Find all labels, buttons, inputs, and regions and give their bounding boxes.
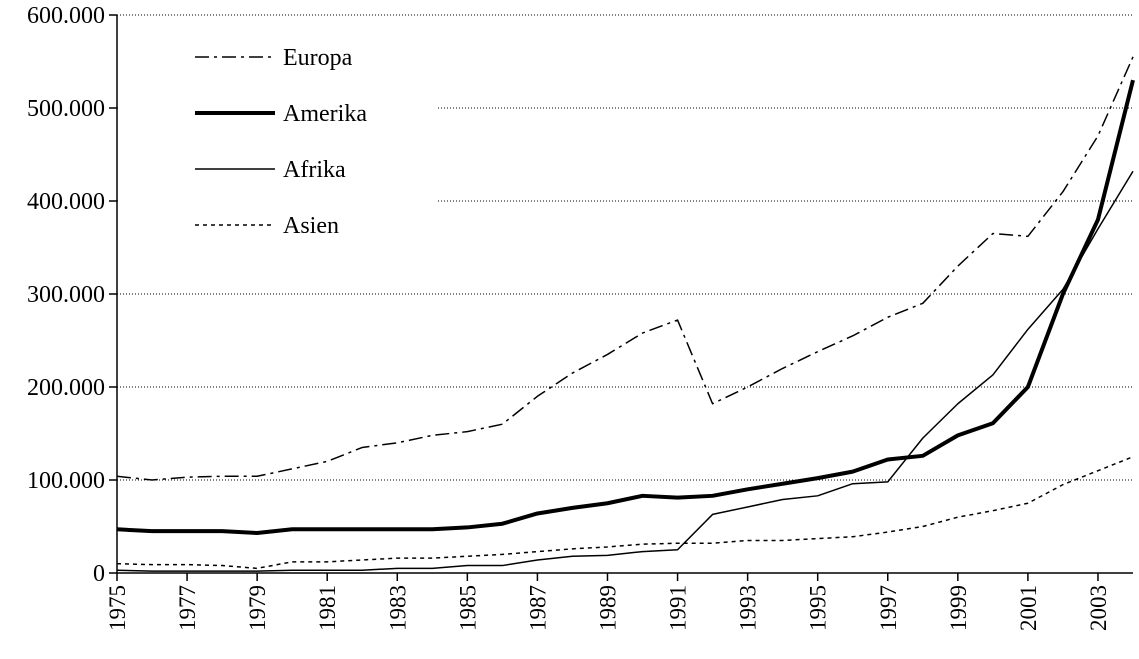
- y-tick-label: 400.000: [27, 189, 105, 215]
- legend-label: Europa: [283, 45, 353, 71]
- x-tick-label: 1997: [876, 585, 901, 631]
- x-tick-label: 1983: [385, 585, 410, 631]
- x-tick-label: 1995: [806, 585, 831, 631]
- x-tick-label: 1993: [736, 585, 761, 631]
- x-tick-label: 1979: [245, 585, 270, 631]
- y-tick-label: 500.000: [27, 96, 105, 122]
- legend-label: Amerika: [283, 101, 367, 127]
- line-series: [116, 170, 1134, 572]
- y-tick-label: 600.000: [27, 3, 105, 29]
- x-tick-label: 1989: [595, 585, 620, 631]
- y-tick-label: 100.000: [27, 468, 105, 494]
- line-series: [116, 56, 1134, 481]
- legend-label: Afrika: [283, 157, 346, 183]
- x-tick-label: 2001: [1016, 585, 1041, 631]
- x-tick-label: 1975: [105, 585, 130, 631]
- x-tick-label: 2003: [1086, 585, 1111, 631]
- y-tick-label: 200.000: [27, 375, 105, 401]
- x-tick-label: 1987: [525, 585, 550, 631]
- x-tick-label: 1985: [455, 585, 480, 631]
- y-tick-label: 0: [93, 561, 105, 587]
- legend-label: Asien: [283, 213, 339, 239]
- y-tick-label: 300.000: [27, 282, 105, 308]
- legend-background: [119, 25, 437, 265]
- x-tick-label: 1977: [175, 585, 200, 631]
- x-tick-label: 1999: [946, 585, 971, 631]
- line-series: [116, 79, 1135, 536]
- x-tick-label: 1981: [315, 585, 340, 631]
- line-series: [116, 456, 1134, 570]
- x-tick-label: 1991: [666, 585, 691, 631]
